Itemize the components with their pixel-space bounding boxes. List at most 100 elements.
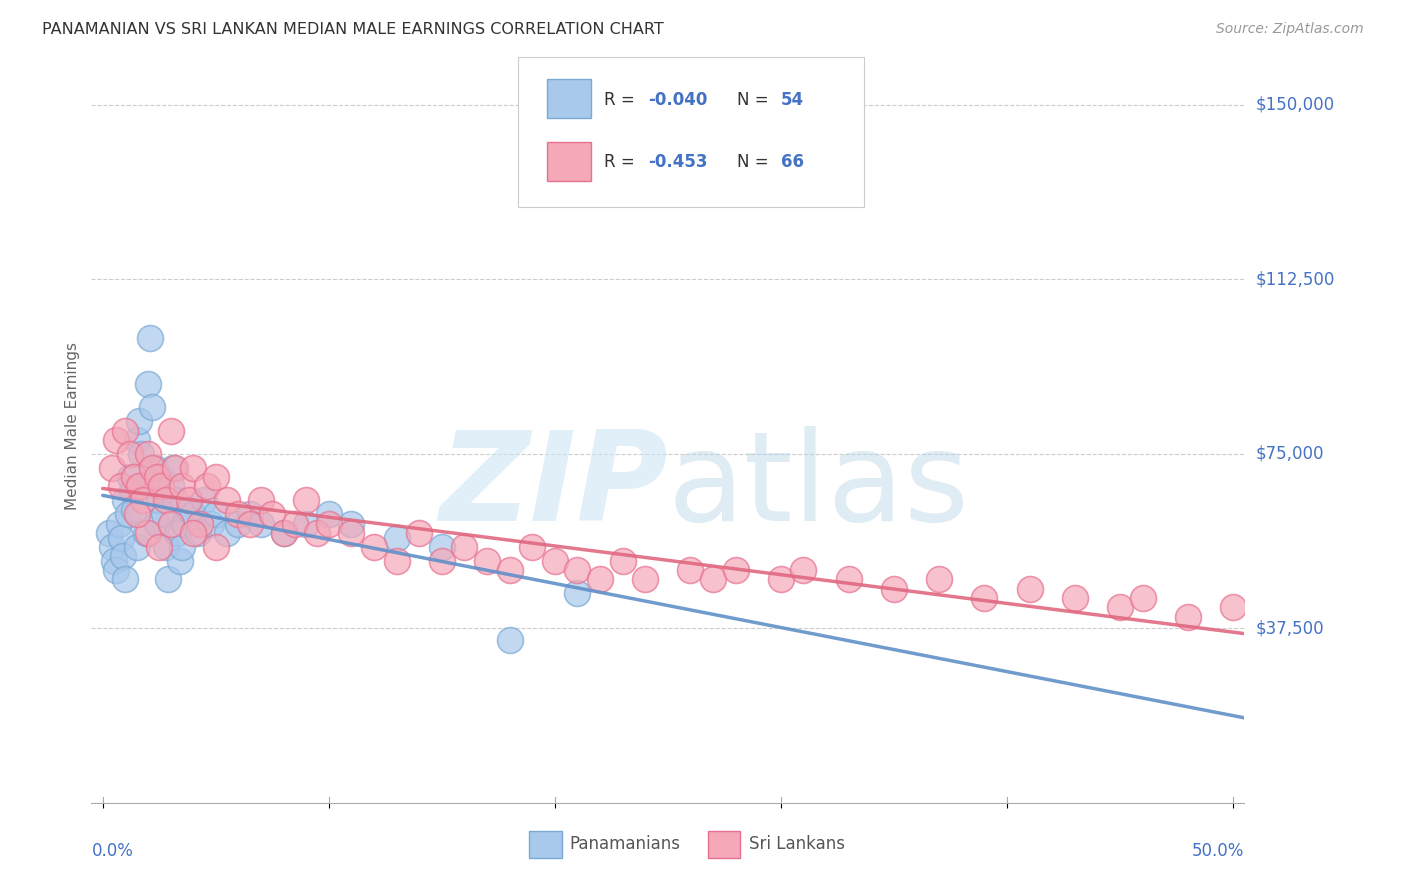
- Text: -0.453: -0.453: [648, 153, 707, 171]
- Point: [169, 554, 191, 568]
- Text: PANAMANIAN VS SRI LANKAN MEDIAN MALE EARNINGS CORRELATION CHART: PANAMANIAN VS SRI LANKAN MEDIAN MALE EAR…: [42, 22, 664, 37]
- Point: [159, 479, 181, 493]
- Point: [295, 493, 318, 508]
- Point: [148, 540, 170, 554]
- Point: [98, 525, 121, 540]
- Point: [634, 573, 657, 587]
- Point: [475, 554, 498, 568]
- FancyBboxPatch shape: [547, 79, 591, 119]
- Point: [228, 508, 250, 522]
- Point: [204, 540, 226, 554]
- Text: N =: N =: [737, 91, 773, 109]
- Point: [307, 525, 329, 540]
- Point: [112, 549, 135, 564]
- Point: [105, 563, 128, 577]
- Text: -0.040: -0.040: [648, 91, 707, 109]
- Point: [128, 414, 150, 428]
- Point: [181, 460, 204, 475]
- Point: [170, 479, 193, 493]
- Point: [118, 447, 141, 461]
- Text: ZIP: ZIP: [439, 425, 668, 547]
- Point: [498, 632, 520, 647]
- Point: [612, 554, 634, 568]
- Point: [200, 516, 222, 531]
- Point: [724, 563, 747, 577]
- Point: [679, 563, 702, 577]
- Point: [363, 540, 385, 554]
- Point: [136, 447, 159, 461]
- Point: [318, 516, 340, 531]
- Text: atlas: atlas: [668, 425, 970, 547]
- Point: [567, 563, 589, 577]
- Point: [228, 516, 250, 531]
- Point: [589, 573, 612, 587]
- Point: [117, 508, 139, 522]
- Point: [173, 516, 195, 531]
- Point: [973, 591, 995, 605]
- Point: [1132, 591, 1154, 605]
- Point: [284, 516, 307, 531]
- Point: [114, 424, 136, 438]
- Point: [215, 493, 238, 508]
- Point: [273, 525, 295, 540]
- Point: [239, 508, 262, 522]
- Point: [430, 540, 453, 554]
- Point: [250, 493, 273, 508]
- Point: [125, 433, 148, 447]
- Point: [928, 573, 950, 587]
- Point: [792, 563, 814, 577]
- Point: [114, 493, 136, 508]
- Point: [141, 401, 163, 415]
- Point: [166, 525, 188, 540]
- Point: [177, 493, 200, 508]
- Point: [146, 470, 169, 484]
- Point: [124, 470, 146, 484]
- Point: [544, 554, 567, 568]
- Point: [188, 516, 211, 531]
- Point: [250, 516, 273, 531]
- Point: [215, 525, 238, 540]
- Text: Source: ZipAtlas.com: Source: ZipAtlas.com: [1216, 22, 1364, 37]
- Point: [124, 502, 146, 516]
- Point: [1222, 600, 1244, 615]
- Point: [125, 508, 148, 522]
- Point: [141, 460, 163, 475]
- Point: [148, 493, 170, 508]
- Point: [430, 554, 453, 568]
- Point: [132, 493, 155, 508]
- Point: [157, 573, 180, 587]
- Point: [136, 525, 159, 540]
- Text: $112,500: $112,500: [1256, 270, 1334, 288]
- Point: [146, 516, 169, 531]
- Point: [1018, 582, 1040, 596]
- Text: $150,000: $150,000: [1256, 96, 1334, 114]
- Point: [769, 573, 792, 587]
- Point: [121, 484, 143, 499]
- Point: [498, 563, 520, 577]
- Point: [340, 516, 363, 531]
- Point: [408, 525, 430, 540]
- Point: [100, 540, 122, 554]
- Text: R =: R =: [605, 153, 641, 171]
- Point: [136, 377, 159, 392]
- Point: [181, 525, 204, 540]
- Point: [295, 516, 318, 531]
- Point: [129, 447, 152, 461]
- Point: [838, 573, 860, 587]
- FancyBboxPatch shape: [709, 830, 741, 858]
- Point: [162, 460, 184, 475]
- Point: [702, 573, 724, 587]
- Point: [135, 525, 157, 540]
- Text: 0.0%: 0.0%: [91, 842, 134, 860]
- Point: [110, 479, 132, 493]
- Point: [273, 525, 295, 540]
- Y-axis label: Median Male Earnings: Median Male Earnings: [65, 342, 80, 510]
- Point: [159, 424, 181, 438]
- Point: [163, 460, 186, 475]
- Point: [883, 582, 905, 596]
- Point: [181, 508, 204, 522]
- Text: Panamanians: Panamanians: [569, 835, 681, 853]
- Point: [139, 330, 162, 344]
- Text: Sri Lankans: Sri Lankans: [748, 835, 845, 853]
- Point: [453, 540, 475, 554]
